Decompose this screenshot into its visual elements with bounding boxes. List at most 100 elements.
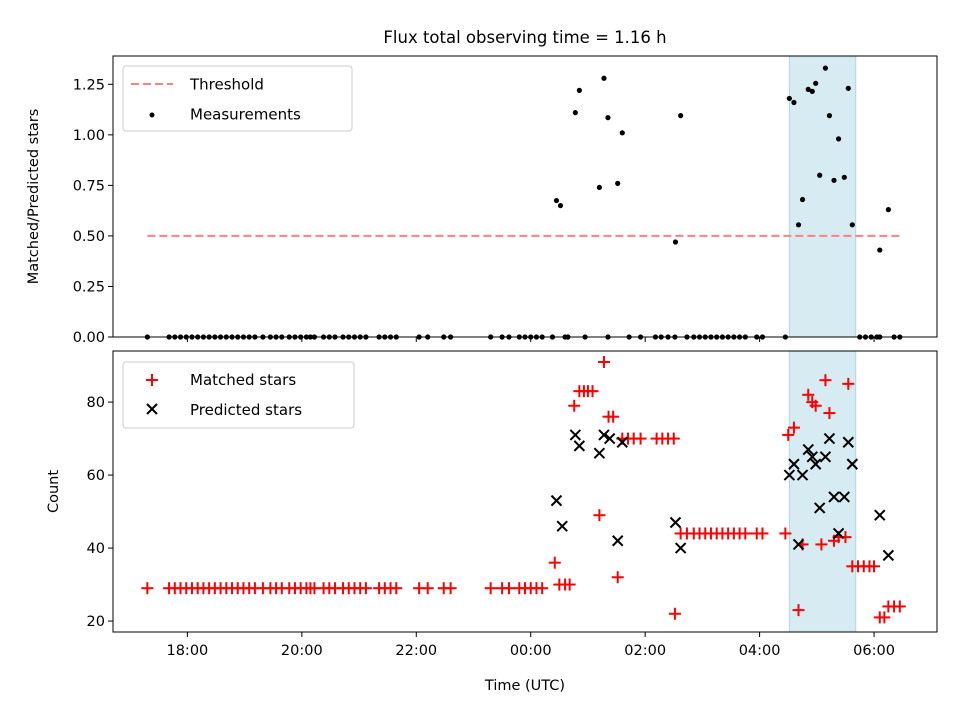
top-y-axis-label: Matched/Predicted stars (26, 109, 42, 285)
measurement-point (809, 88, 815, 94)
matched-star-point (787, 421, 800, 434)
matched-star-point (568, 399, 581, 412)
matched-star-point (548, 556, 561, 569)
bottom-legend-box (122, 361, 355, 429)
measurement-point (553, 197, 560, 204)
matched-star-point (444, 582, 457, 595)
measurement-point (786, 95, 792, 102)
measurement-point (795, 222, 802, 228)
matched-star-point (634, 432, 647, 445)
measurement-point (805, 86, 811, 92)
legend-measurement-swatch (149, 112, 155, 118)
legend-predicted-label: Predicted stars (190, 401, 302, 419)
predicted-star-point (550, 494, 563, 507)
legend-threshold-label: Threshold (189, 76, 264, 94)
top-y-ticks: 0.00 0.25 0.50 0.75 1.00 1.25 (73, 77, 113, 346)
matched-star-point (815, 538, 828, 551)
matched-star-point (536, 582, 549, 595)
bottom-y-axis-label: Count (46, 470, 62, 513)
x-tick-label: 18:00 (166, 643, 208, 659)
matched-stars-points (141, 355, 906, 624)
measurement-point (576, 87, 582, 93)
predicted-star-point (573, 440, 586, 452)
top-y-tick-label: 0.00 (73, 330, 105, 346)
chart-title: Flux total observing time = 1.16 h (383, 28, 666, 47)
matched-star-point (390, 582, 403, 595)
top-legend-box (122, 65, 353, 132)
measurement-point (849, 222, 855, 228)
measurement-point (841, 174, 847, 180)
legend-measurements-label: Measurements (190, 106, 301, 124)
measurement-point (557, 202, 564, 209)
bottom-y-tick-label: 20 (87, 614, 105, 630)
matched-star-point (819, 374, 832, 387)
matched-star-point (597, 355, 610, 368)
predicted-star-point (806, 451, 818, 463)
predicted-star-point (569, 429, 582, 441)
predicted-star-point (674, 542, 687, 554)
predicted-star-point (783, 469, 796, 481)
matched-star-point (586, 385, 599, 398)
bottom-x-ticks: 18:00 20:00 22:00 00:00 02:00 04:00 06:00 (166, 632, 895, 659)
measurement-point (672, 239, 679, 245)
matched-star-point (667, 432, 680, 445)
legend-matched-label: Matched stars (190, 371, 296, 389)
matched-star-point (668, 607, 681, 620)
top-y-tick-label: 0.25 (73, 279, 105, 295)
predicted-star-point (802, 443, 814, 456)
top-y-tick-label: 0.50 (73, 229, 105, 245)
bottom-highlight-span (788, 350, 857, 633)
measurement-point (596, 184, 602, 191)
matched-star-point (141, 582, 154, 595)
predicted-star-point (828, 491, 840, 503)
x-axis-label: Time (UTC) (484, 678, 565, 694)
predicted-star-point (593, 447, 606, 459)
predicted-star-point (603, 432, 616, 445)
predicted-star-point (846, 458, 859, 470)
matched-star-point (502, 582, 515, 595)
matched-star-point (868, 560, 881, 573)
top-x-ticks (186, 337, 875, 342)
predicted-star-point (809, 458, 822, 470)
x-tick-label: 02:00 (624, 643, 666, 659)
x-tick-label: 00:00 (510, 643, 552, 659)
x-tick-label: 06:00 (853, 643, 895, 659)
predicted-star-point (842, 436, 855, 448)
top-axes-frame (112, 55, 938, 338)
top-highlight-span (788, 55, 857, 338)
matched-star-point (756, 527, 769, 540)
measurement-point (799, 196, 806, 203)
matched-star-point (421, 582, 434, 595)
measurement-point (885, 207, 891, 213)
top-panel: 0.00 0.25 0.50 0.75 1.00 1.25 Matched/Predict… (26, 55, 938, 346)
predicted-star-point (823, 432, 836, 445)
measurement-point (605, 115, 611, 121)
bottom-y-tick-label: 60 (87, 468, 105, 484)
matched-star-point (611, 571, 624, 584)
measurement-point (817, 172, 823, 178)
bottom-y-tick-label: 80 (87, 395, 105, 411)
matched-star-point (782, 428, 795, 441)
bottom-y-ticks: 20 40 60 80 (87, 395, 113, 630)
top-y-tick-label: 1.25 (73, 77, 105, 93)
matched-star-point (809, 399, 822, 412)
bottom-legend: Matched stars Predicted stars (122, 361, 355, 429)
predicted-star-point (882, 549, 895, 562)
predicted-stars-points (550, 429, 895, 562)
bottom-axes-frame (112, 350, 938, 633)
matched-star-point (484, 582, 497, 595)
predicted-star-point (611, 535, 624, 547)
measurement-point (835, 136, 842, 142)
bottom-panel: 20 40 60 80 18:00 20:00 22:00 00:00 02:00 04:00 0… (46, 350, 938, 694)
matched-star-point (359, 582, 372, 595)
measurement-point (822, 65, 829, 71)
measurement-point (572, 110, 578, 116)
predicted-star-point (832, 527, 845, 540)
top-legend: Threshold Measurements (122, 65, 353, 132)
predicted-star-point (556, 520, 568, 532)
legend-predicted-swatch (146, 403, 158, 415)
predicted-star-point (788, 458, 800, 470)
measurement-point (791, 99, 797, 106)
x-tick-label: 04:00 (739, 643, 781, 659)
predicted-star-point (792, 538, 805, 551)
